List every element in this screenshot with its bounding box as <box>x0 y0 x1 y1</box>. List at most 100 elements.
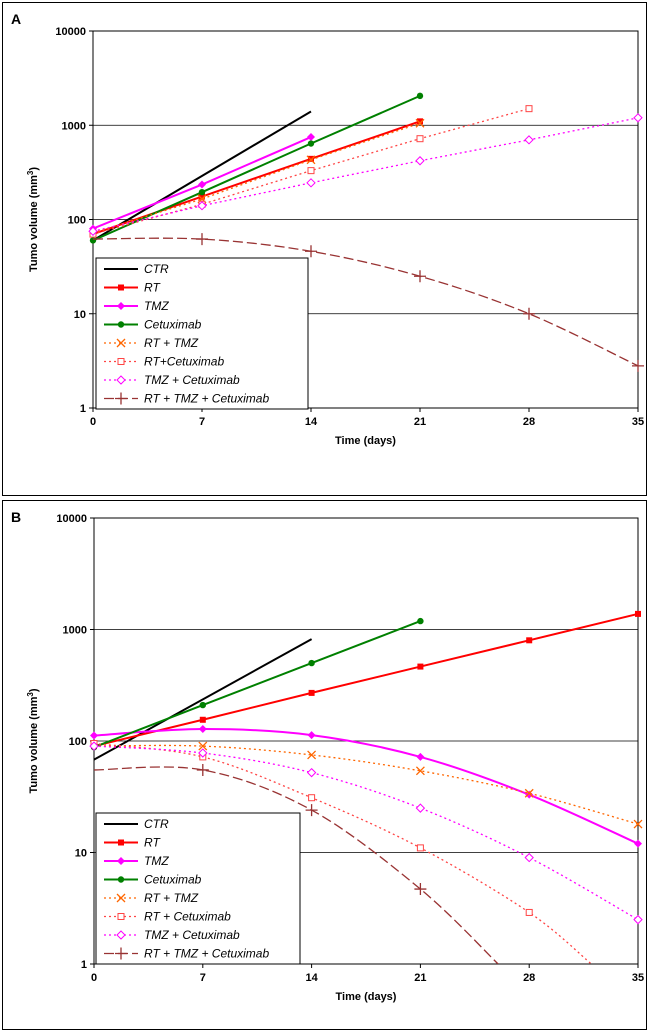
series-tmz-cetuximab <box>88 113 643 236</box>
legend-item: TMZ <box>104 854 169 868</box>
series-rt-tmz <box>94 741 643 829</box>
panel-letter: A <box>11 11 21 27</box>
legend-marker <box>116 930 126 940</box>
y-axis-label: Tumo volume (mm3) <box>26 167 40 272</box>
legend-label: Cetuximab <box>144 873 202 887</box>
data-point <box>305 245 317 258</box>
legend-item: TMZ + Cetuximab <box>104 373 240 387</box>
data-point <box>417 617 424 625</box>
legend: CTR RT TMZ Cetuximab RT + TMZ RT + Cetuximab T… <box>95 812 301 965</box>
data-point <box>525 790 534 799</box>
legend-marker <box>117 321 125 328</box>
data-point <box>198 748 208 758</box>
data-point <box>307 133 315 142</box>
legend-item: RT + TMZ <box>104 891 199 905</box>
data-point <box>524 135 534 145</box>
y-tick-label: 10000 <box>55 26 86 38</box>
y-tick-label: 1 <box>80 403 86 415</box>
series-rt-tmz-cetuximab <box>93 233 644 372</box>
series-tmz-cetuximab <box>89 741 643 925</box>
chart-svg: A 1 10 100 1000 10000 0 7 14 21 28 35 Time (days) Tum… <box>11 11 644 447</box>
legend-box <box>95 257 309 410</box>
data-point <box>308 659 315 667</box>
data-point <box>308 689 315 696</box>
data-point <box>416 844 424 852</box>
legend-label: TMZ <box>144 854 169 868</box>
series-line <box>94 742 592 964</box>
legend-label: RT + TMZ + Cetuximab <box>144 947 269 961</box>
y-tick-label: 10 <box>75 848 87 860</box>
series-ctr <box>93 110 312 242</box>
data-point <box>308 155 314 162</box>
legend-label: TMZ + Cetuximab <box>144 928 240 942</box>
x-tick-label: 14 <box>305 972 318 984</box>
panel-letter: B <box>11 509 21 525</box>
legend-item: RT <box>104 281 161 295</box>
y-tick-label: 1000 <box>63 625 87 637</box>
legend-item: CTR <box>104 262 169 276</box>
data-point <box>89 741 99 751</box>
data-point <box>632 359 644 372</box>
x-tick-label: 14 <box>305 416 318 428</box>
data-point <box>90 731 98 740</box>
data-point <box>199 716 206 723</box>
series-line <box>93 237 638 367</box>
y-tick-label: 100 <box>69 736 87 748</box>
data-point <box>415 156 425 166</box>
series-line <box>94 612 638 748</box>
legend-label: TMZ + Cetuximab <box>144 373 240 387</box>
series-line <box>94 744 638 825</box>
legend-marker <box>117 302 125 310</box>
data-point <box>417 118 423 125</box>
data-point <box>524 852 534 863</box>
data-point <box>198 188 206 196</box>
data-point <box>198 741 208 751</box>
legend-marker <box>116 338 126 348</box>
legend-marker <box>118 284 124 291</box>
y-tick-label: 10000 <box>56 513 87 525</box>
legend-label: RT + TMZ + Cetuximab <box>144 392 269 406</box>
x-tick-label: 0 <box>91 972 97 984</box>
data-point <box>417 663 424 670</box>
data-point <box>414 270 426 283</box>
series-line <box>93 108 530 235</box>
x-tick-label: 28 <box>523 416 535 428</box>
data-point <box>305 804 318 817</box>
y-axis-label: Tumo volume (mm3) <box>26 688 40 793</box>
legend-label: RT <box>144 281 161 295</box>
legend: CTR RT TMZ Cetuximab RT + TMZ RT+Cetuximab TMZ… <box>95 257 309 410</box>
data-point <box>199 193 205 200</box>
data-point <box>525 908 533 916</box>
data-point <box>196 233 208 246</box>
data-point <box>414 883 427 896</box>
data-point <box>197 201 207 211</box>
data-point <box>306 178 316 188</box>
legend-label: RT + Cetuximab <box>144 910 231 924</box>
x-tick-label: 7 <box>200 972 206 984</box>
legend-label: RT+Cetuximab <box>144 355 224 369</box>
x-tick-label: 7 <box>199 416 205 428</box>
x-tick-label: 21 <box>414 416 426 428</box>
x-tick-label: 35 <box>632 972 644 984</box>
series-line <box>93 110 312 242</box>
legend-item: TMZ + Cetuximab <box>104 928 240 942</box>
legend-item: RT + TMZ + Cetuximab <box>104 947 269 961</box>
data-point <box>523 307 535 320</box>
legend-item: RT + Cetuximab <box>104 910 231 924</box>
data-point <box>415 118 425 128</box>
data-point <box>524 788 534 798</box>
y-tick-label: 1 <box>81 959 87 971</box>
legend-label: Cetuximab <box>144 318 202 332</box>
series-line <box>94 638 313 761</box>
series-line <box>94 728 638 845</box>
legend-label: CTR <box>144 817 169 831</box>
x-tick-label: 28 <box>523 972 535 984</box>
x-tick-label: 35 <box>632 416 644 428</box>
legend-item: RT + TMZ <box>104 336 199 350</box>
data-point <box>306 767 317 778</box>
data-point <box>196 763 209 776</box>
data-point <box>634 839 642 848</box>
data-point <box>198 180 206 189</box>
chart-svg: B 1 10 100 1000 10000 0 7 14 21 28 35 Time (days) Tum… <box>11 509 644 1003</box>
legend-item: RT + TMZ + Cetuximab <box>104 392 269 406</box>
